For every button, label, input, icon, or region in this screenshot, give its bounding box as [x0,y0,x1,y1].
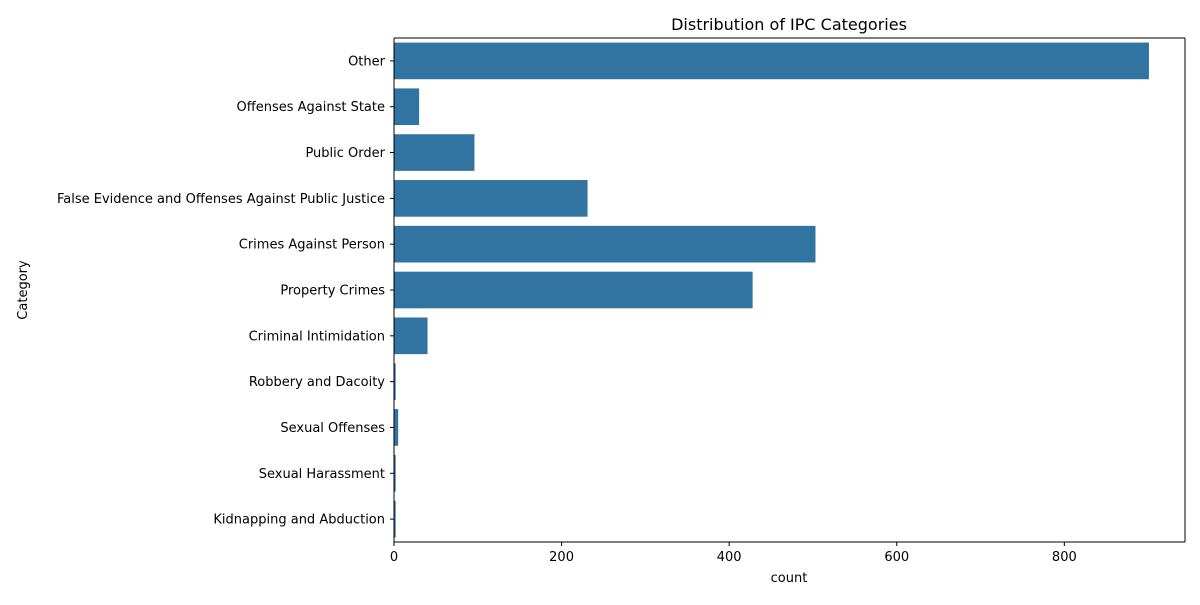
y-tick-label-6: Criminal Intimidation [249,329,385,344]
y-tick-label-7: Robbery and Dacoity [249,375,385,390]
bar-2 [394,134,475,171]
bar-7 [394,363,396,400]
x-tick-label-3: 600 [884,550,909,565]
y-tick-label-10: Kidnapping and Abduction [213,513,385,528]
y-tick-label-9: Sexual Harassment [259,467,385,482]
x-tick-label-1: 200 [549,550,574,565]
y-tick-label-3: False Evidence and Offenses Against Publ… [57,192,385,207]
bar-0 [394,42,1149,80]
x-tick-label-2: 400 [717,550,742,565]
y-axis-ticks: Other Offenses Against State Public Order F… [57,54,394,528]
bars-group [394,42,1149,538]
bar-5 [394,271,753,309]
x-tick-label-4: 800 [1052,550,1077,565]
y-tick-label-8: Sexual Offenses [280,421,385,436]
x-axis-label: count [771,571,808,586]
y-tick-label-2: Public Order [305,146,385,161]
bar-1 [394,88,420,126]
chart-title: Distribution of IPC Categories [671,15,907,34]
y-tick-label-4: Crimes Against Person [239,238,385,253]
x-tick-label-0: 0 [390,550,398,565]
y-tick-label-1: Offenses Against State [237,100,385,115]
bar-4 [394,225,816,263]
bar-8 [394,409,399,446]
bar-10 [394,500,396,538]
y-axis-label: Category [16,260,31,320]
y-tick-label-5: Property Crimes [280,284,385,299]
bar-3 [394,180,588,217]
y-tick-label-0: Other [348,54,386,69]
bar-6 [394,317,428,355]
x-axis-ticks: 0 200 400 600 800 [390,542,1077,565]
bar-9 [394,454,396,492]
